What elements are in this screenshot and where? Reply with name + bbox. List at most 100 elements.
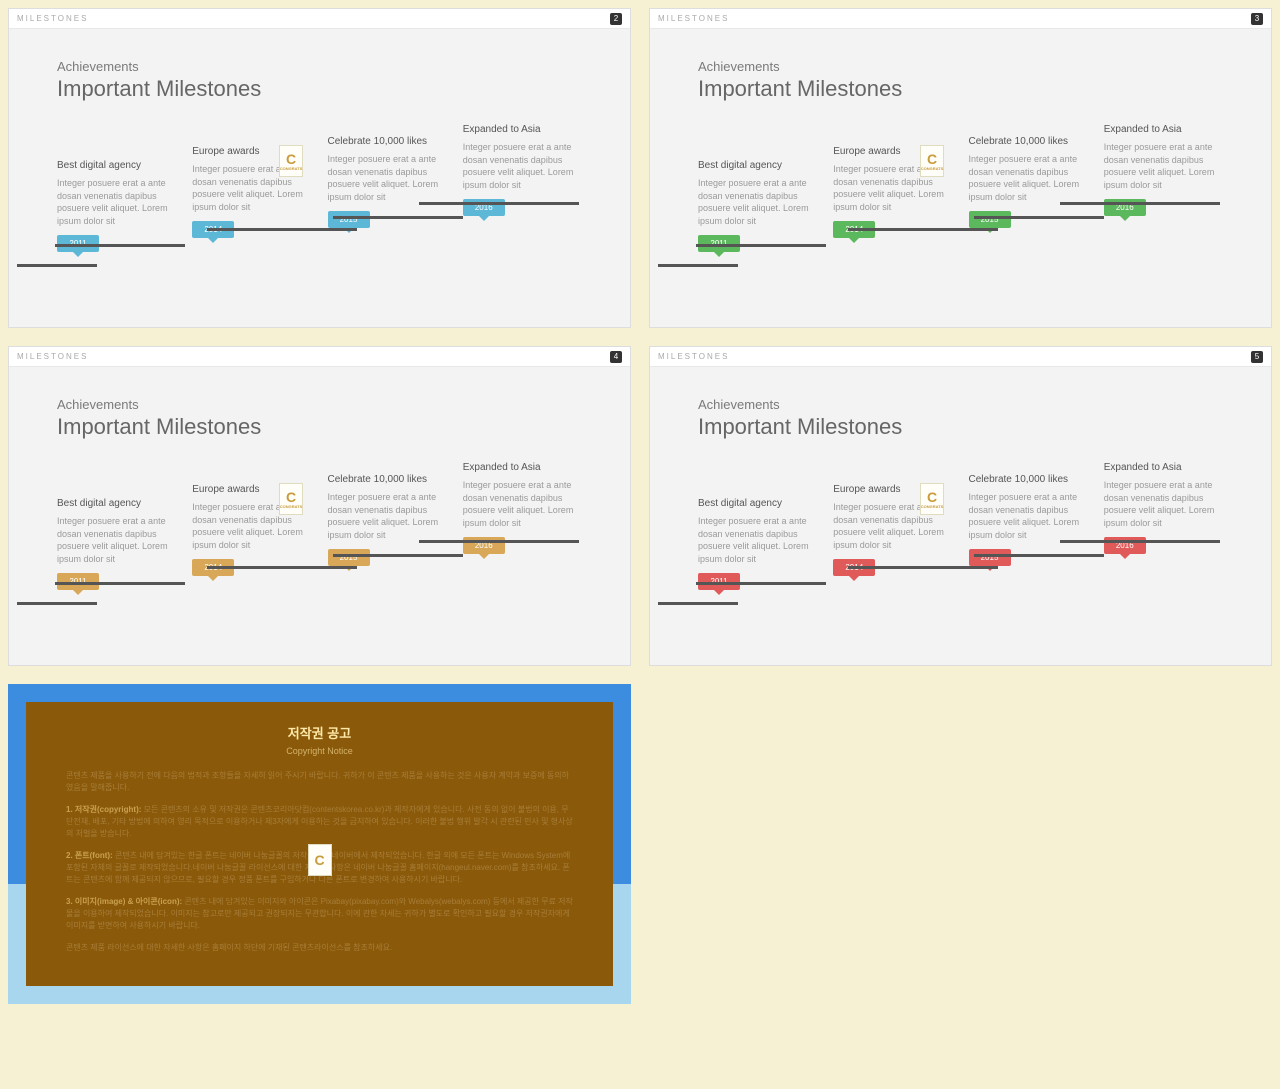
- timeline: Best digital agency Integer posuere erat …: [57, 124, 590, 252]
- panel-badge: 3: [1251, 13, 1263, 25]
- section-subtitle: Achievements: [57, 59, 590, 74]
- panel-header: MILESTONES 3: [650, 9, 1271, 29]
- timeline-item: Expanded to Asia Integer posuere erat a a…: [463, 462, 590, 590]
- timeline-bar: [848, 228, 998, 231]
- timeline-bar: [658, 602, 738, 605]
- timeline-item-desc: Integer posuere erat a ante dosan venena…: [969, 491, 1096, 541]
- timeline-item: Best digital agency Integer posuere erat …: [698, 498, 825, 590]
- timeline-bar: [333, 216, 463, 219]
- timeline-bar: [696, 582, 826, 585]
- timeline-bar: [55, 582, 185, 585]
- timeline-year-badge: 2015: [328, 211, 370, 228]
- timeline-item-heading: Celebrate 10,000 likes: [328, 474, 455, 485]
- timeline-bar: [333, 554, 463, 557]
- copyright-section-label: 3. 이미지(image) & 아이콘(icon):: [66, 897, 184, 906]
- panel-badge: 2: [610, 13, 622, 25]
- timeline-item-desc: Integer posuere erat a ante dosan venena…: [969, 153, 1096, 203]
- timeline-item-desc: Integer posuere erat a ante dosan venena…: [328, 153, 455, 203]
- timeline-bar: [55, 244, 185, 247]
- section-subtitle: Achievements: [698, 397, 1231, 412]
- copyright-panel: 저작권 공고 Copyright Notice 콘텐츠 제품을 사용하기 전에 …: [8, 684, 631, 1004]
- timeline-item: Celebrate 10,000 likes Integer posuere er…: [969, 474, 1096, 590]
- timeline-item-heading: Best digital agency: [57, 160, 184, 171]
- timeline-item-desc: Integer posuere erat a ante dosan venena…: [57, 515, 184, 565]
- timeline: Best digital agency Integer posuere erat …: [698, 462, 1231, 590]
- timeline-item: Best digital agency Integer posuere erat …: [57, 160, 184, 252]
- timeline-bar: [17, 264, 97, 267]
- timeline-bar: [207, 228, 357, 231]
- congrats-badge-icon: C: [308, 844, 332, 876]
- timeline-item-desc: Integer posuere erat a ante dosan venena…: [328, 491, 455, 541]
- timeline-bar: [848, 566, 998, 569]
- section-title: Important Milestones: [698, 76, 1231, 102]
- panel-header: MILESTONES 2: [9, 9, 630, 29]
- timeline-bar: [17, 602, 97, 605]
- copyright-content: 저작권 공고 Copyright Notice 콘텐츠 제품을 사용하기 전에 …: [26, 702, 613, 986]
- timeline-item-desc: Integer posuere erat a ante dosan venena…: [57, 177, 184, 227]
- timeline-year-badge: 2015: [969, 549, 1011, 566]
- copyright-intro: 콘텐츠 제품을 사용하기 전에 다음의 법적과 조항들을 자세히 읽어 주시기 …: [66, 770, 573, 794]
- timeline-bar: [974, 554, 1104, 557]
- copyright-section: 3. 이미지(image) & 아이콘(icon): 콘텐츠 내에 담겨있는 이…: [66, 896, 573, 932]
- timeline: Best digital agency Integer posuere erat …: [698, 124, 1231, 252]
- timeline-item-heading: Expanded to Asia: [463, 462, 590, 473]
- section-title: Important Milestones: [698, 414, 1231, 440]
- timeline-item: Expanded to AsiaInteger posuere erat a a…: [1104, 462, 1231, 590]
- timeline-item: Best digital agency Integer posuere erat …: [57, 498, 184, 590]
- panel-header-label: MILESTONES: [17, 14, 88, 23]
- timeline: Best digital agency Integer posuere erat …: [57, 462, 590, 590]
- panel-content: Achievements Important Milestones Best dig…: [650, 367, 1271, 590]
- timeline-bar: [419, 540, 579, 543]
- panel-header-label: MILESTONES: [17, 352, 88, 361]
- section-subtitle: Achievements: [57, 397, 590, 412]
- congrats-badge-icon: CCONGRATS: [920, 483, 944, 515]
- copyright-section-label: 2. 폰트(font):: [66, 851, 115, 860]
- timeline-item-desc: Integer posuere erat a ante dosan venena…: [463, 479, 590, 529]
- panel-header-label: MILESTONES: [658, 14, 729, 23]
- copyright-section: 1. 저작권(copyright): 모든 콘텐츠의 소유 및 저작권은 콘텐츠…: [66, 804, 573, 840]
- timeline-item: Celebrate 10,000 likes Integer posuere er…: [969, 136, 1096, 252]
- timeline-item-heading: Celebrate 10,000 likes: [328, 136, 455, 147]
- timeline-item-heading: Best digital agency: [698, 498, 825, 509]
- section-title: Important Milestones: [57, 414, 590, 440]
- congrats-badge-icon: CCONGRATS: [279, 145, 303, 177]
- timeline-bar: [974, 216, 1104, 219]
- milestone-panel-5: MILESTONES 5 Achievements Important Miles…: [649, 346, 1272, 666]
- copyright-title: 저작권 공고: [66, 724, 573, 744]
- timeline-item-heading: Best digital agency: [698, 160, 825, 171]
- timeline-item: Celebrate 10,000 likes Integer posuere er…: [328, 136, 455, 252]
- copyright-subtitle: Copyright Notice: [66, 745, 573, 759]
- timeline-item-desc: Integer posuere erat a ante dosan venena…: [698, 515, 825, 565]
- timeline-item-heading: Expanded to Asia: [463, 124, 590, 135]
- timeline-year-badge: 2015: [328, 549, 370, 566]
- timeline-item-heading: Expanded to Asia: [1104, 124, 1231, 135]
- panel-badge: 5: [1251, 351, 1263, 363]
- timeline-item: Best digital agency Integer posuere erat …: [698, 160, 825, 252]
- congrats-badge-icon: CCONGRATS: [920, 145, 944, 177]
- milestone-panel-2: MILESTONES 2 AchievementsImportant Miles…: [8, 8, 631, 328]
- timeline-item: Expanded to Asia Integer posuere erat a a…: [1104, 124, 1231, 252]
- timeline-item-heading: Expanded to Asia: [1104, 462, 1231, 473]
- timeline-item-desc: Integer posuere erat a ante dosan venena…: [698, 177, 825, 227]
- timeline-item-heading: Celebrate 10,000 likes: [969, 136, 1096, 147]
- timeline-bar: [696, 244, 826, 247]
- timeline-bar: [207, 566, 357, 569]
- timeline-item: Celebrate 10,000 likes Integer posuere er…: [328, 474, 455, 590]
- timeline-item: Expanded to Asia Integer posuere erat a a…: [463, 124, 590, 252]
- congrats-badge-icon: CCONGRATS: [279, 483, 303, 515]
- timeline-year-badge: 2015: [969, 211, 1011, 228]
- timeline-item-heading: Celebrate 10,000 likes: [969, 474, 1096, 485]
- timeline-item-heading: Best digital agency: [57, 498, 184, 509]
- panel-header: MILESTONES 4: [9, 347, 630, 367]
- copyright-section-label: 1. 저작권(copyright):: [66, 805, 144, 814]
- panel-badge: 4: [610, 351, 622, 363]
- panel-header-label: MILESTONES: [658, 352, 729, 361]
- panel-header: MILESTONES 5: [650, 347, 1271, 367]
- timeline-bar: [419, 202, 579, 205]
- panel-content: AchievementsImportant MilestonesBest dig…: [650, 29, 1271, 252]
- panel-grid: MILESTONES 2 Achievements Important Miles…: [8, 8, 1272, 1004]
- timeline-item-desc: Integer posuere erat a ante dosan venena…: [1104, 141, 1231, 191]
- panel-content: Achievements Important Milestones Best dig…: [9, 367, 630, 590]
- panel-content: AchievementsImportant MilestonesBest dig…: [9, 29, 630, 252]
- timeline-item-desc: Integer posuere erat a ante dosan venena…: [463, 141, 590, 191]
